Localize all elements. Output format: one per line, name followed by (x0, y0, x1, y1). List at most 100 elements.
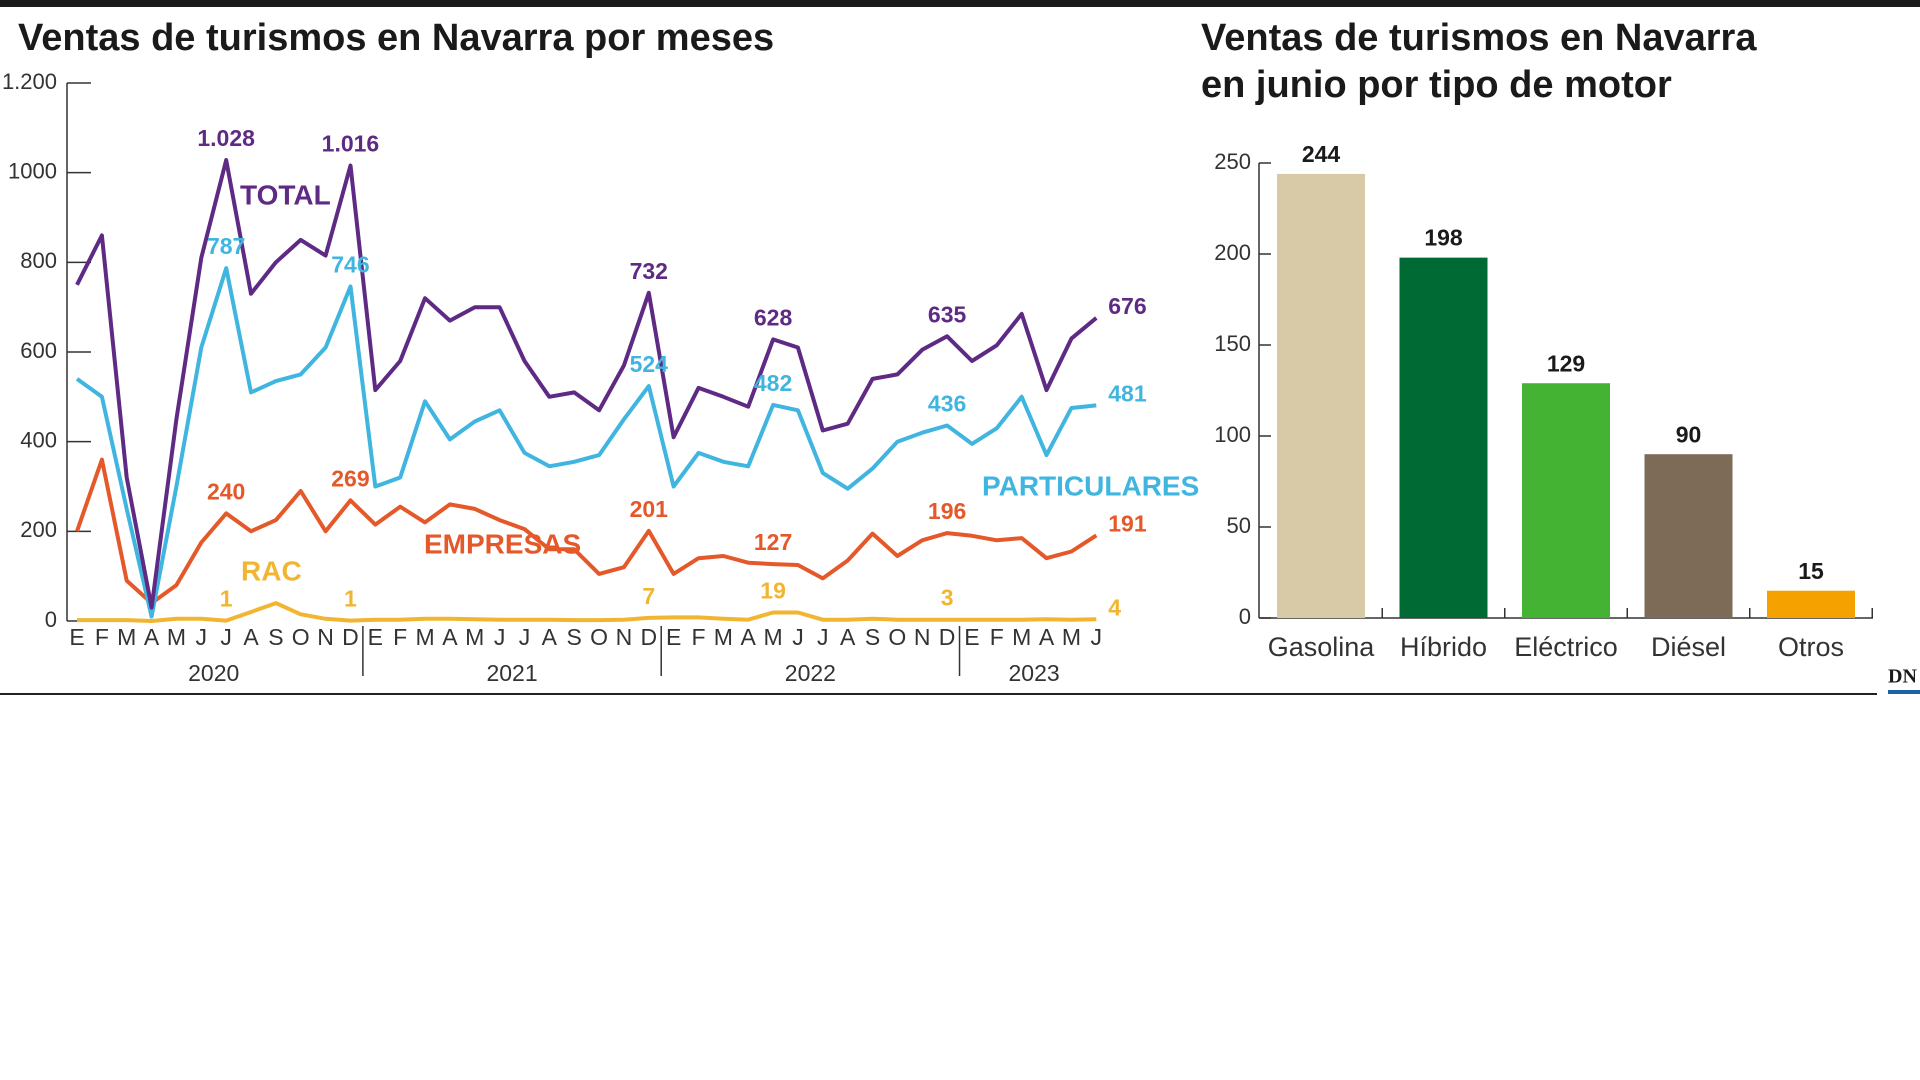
x-tick-label: N (914, 624, 931, 650)
y-tick-label: 0 (45, 607, 57, 632)
value-label: 15 (1798, 558, 1824, 584)
x-tick-label: A (542, 624, 558, 650)
year-label: 2023 (1009, 660, 1060, 686)
x-tick-label: A (741, 624, 757, 650)
x-tick-label: O (292, 624, 310, 650)
value-label: 524 (630, 351, 669, 377)
y-tick-label: 800 (20, 248, 57, 273)
value-label: 676 (1108, 293, 1146, 319)
x-tick-label: O (888, 624, 906, 650)
value-label: 787 (207, 233, 245, 259)
bar (1767, 590, 1855, 618)
line-chart-title: Ventas de turismos en Navarra por meses (18, 17, 774, 59)
value-label: 127 (754, 529, 792, 555)
top-bar (0, 0, 1920, 7)
logo-bar (1888, 690, 1920, 694)
y-tick-label: 150 (1214, 331, 1251, 356)
value-label: 481 (1108, 380, 1147, 406)
bar (1277, 173, 1365, 619)
x-tick-label: J (220, 624, 232, 650)
value-label: 635 (928, 301, 967, 327)
series-line (77, 601, 1097, 623)
x-tick-label: E (69, 624, 84, 650)
x-tick-label: E (666, 624, 681, 650)
x-tick-label: S (268, 624, 283, 650)
value-label: 19 (760, 578, 786, 604)
x-tick-label: F (691, 624, 705, 650)
value-label: 198 (1424, 225, 1463, 251)
x-tick-label: D (640, 624, 657, 650)
bar (1399, 257, 1488, 618)
series-name: RAC (241, 555, 302, 586)
y-tick-label: 100 (1214, 422, 1251, 447)
value-label: 240 (207, 478, 245, 504)
x-tick-label: Otros (1778, 632, 1844, 662)
x-tick-label: M (714, 624, 733, 650)
x-tick-label: N (616, 624, 633, 650)
x-tick-label: A (144, 624, 160, 650)
x-tick-label: F (393, 624, 407, 650)
year-label: 2020 (188, 660, 239, 686)
x-tick-label: Híbrido (1400, 632, 1487, 662)
series-name: EMPRESAS (424, 528, 581, 559)
value-label: 201 (630, 496, 669, 522)
bar (1644, 454, 1733, 618)
y-tick-label: 1000 (8, 158, 57, 183)
x-tick-label: M (763, 624, 782, 650)
bar (1522, 383, 1610, 618)
value-label: 1.016 (322, 131, 380, 157)
value-label: 129 (1547, 350, 1585, 376)
x-tick-label: J (196, 624, 208, 650)
y-tick-label: 0 (1239, 604, 1251, 629)
logo: DN (1888, 666, 1917, 688)
series-line (75, 158, 1098, 610)
x-tick-label: Gasolina (1268, 632, 1376, 662)
x-tick-label: A (243, 624, 259, 650)
x-tick-label: D (939, 624, 956, 650)
y-tick-label: 200 (20, 517, 57, 542)
x-tick-label: M (167, 624, 186, 650)
value-label: 3 (941, 585, 954, 611)
value-label: 628 (754, 305, 793, 331)
x-tick-label: J (494, 624, 506, 650)
value-label: 1 (220, 586, 233, 612)
value-label: 482 (754, 370, 792, 396)
value-label: 1.028 (197, 125, 255, 151)
value-label: 436 (928, 391, 966, 417)
x-tick-label: E (368, 624, 383, 650)
value-label: 1 (344, 586, 357, 612)
year-label: 2022 (785, 660, 836, 686)
x-tick-label: M (1012, 624, 1031, 650)
series-line (75, 266, 1097, 619)
x-tick-label: M (415, 624, 434, 650)
x-tick-label: J (792, 624, 804, 650)
value-label: 732 (630, 258, 668, 284)
x-tick-label: M (117, 624, 136, 650)
y-tick-label: 250 (1214, 149, 1251, 174)
value-label: 269 (331, 465, 369, 491)
x-tick-label: Eléctrico (1514, 632, 1618, 662)
value-label: 4 (1108, 594, 1121, 620)
value-label: 244 (1302, 141, 1341, 167)
x-tick-label: A (442, 624, 458, 650)
x-tick-label: J (519, 624, 531, 650)
x-tick-label: F (95, 624, 109, 650)
x-tick-label: M (1062, 624, 1081, 650)
series-line (75, 457, 1098, 606)
y-tick-label: 50 (1227, 513, 1251, 538)
value-label: 7 (642, 583, 655, 609)
x-tick-label: D (342, 624, 359, 650)
series-name: TOTAL (240, 179, 331, 210)
value-label: 746 (331, 252, 369, 278)
x-tick-label: A (840, 624, 856, 650)
x-tick-label: Diésel (1651, 632, 1726, 662)
x-tick-label: J (1091, 624, 1103, 650)
x-tick-label: J (817, 624, 829, 650)
bar-chart-title: Ventas de turismos en Navarra en junio po… (1201, 17, 1757, 106)
x-tick-label: N (317, 624, 334, 650)
y-tick-label: 600 (20, 338, 57, 363)
y-tick-label: 200 (1214, 240, 1251, 265)
value-label: 191 (1108, 510, 1147, 536)
x-tick-label: M (465, 624, 484, 650)
